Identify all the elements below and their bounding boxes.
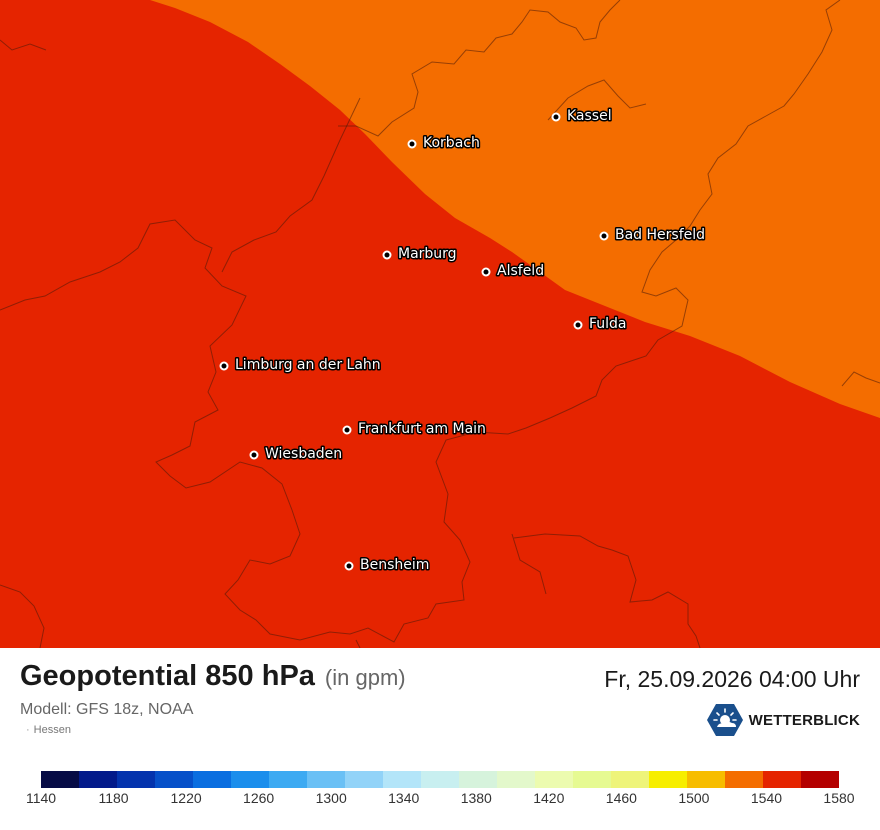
colorbar-segment — [41, 771, 79, 788]
colorbar-segment — [269, 771, 307, 788]
legend-tick-label: 1220 — [170, 790, 202, 806]
colorbar-segment — [573, 771, 611, 788]
city-dot — [407, 139, 417, 149]
city-limburg-an-der-lahn: Limburg an der Lahn — [219, 356, 382, 375]
colorbar-segment — [649, 771, 687, 788]
brand-logo[interactable]: WETTERBLICK — [706, 703, 860, 737]
legend-tick-label: 1540 — [750, 790, 783, 806]
colorbar-segment — [79, 771, 117, 788]
region-dot-icon: · — [26, 724, 30, 736]
city-label: Fulda — [589, 316, 627, 332]
colorbar-segment — [497, 771, 535, 788]
city-label: Kassel — [567, 108, 612, 124]
legend-colorbar — [41, 771, 839, 788]
city-dot — [344, 561, 354, 571]
cities-layer: Kassel Korbach Bad Hersfeld Marburg Alsfeld F… — [219, 107, 707, 575]
colorbar-segment — [763, 771, 801, 788]
map-title: Geopotential 850 hPa (in gpm) — [20, 660, 406, 693]
region-label: · Hessen — [26, 724, 71, 736]
city-dot — [573, 320, 583, 330]
city-dot — [481, 267, 491, 277]
colorbar-segment — [155, 771, 193, 788]
city-dot — [599, 231, 609, 241]
city-frankfurt-am-main: Frankfurt am Main — [342, 420, 487, 439]
legend-tick-label: 1260 — [243, 790, 275, 806]
legend-tick-label: 1420 — [533, 790, 565, 806]
title-text: Geopotential 850 hPa — [20, 660, 315, 692]
contour-area-1540 — [150, 0, 880, 418]
city-dot — [342, 425, 352, 435]
colorbar-segment — [459, 771, 497, 788]
city-label: Korbach — [423, 135, 480, 151]
legend-tick-label: 1500 — [678, 790, 710, 806]
colorbar-segment — [725, 771, 763, 788]
forecast-datetime: Fr, 25.09.2026 04:00 Uhr — [604, 666, 860, 692]
model-info: Modell: GFS 18z, NOAA — [20, 701, 194, 718]
city-bensheim: Bensheim — [344, 556, 431, 575]
legend-tick-label: 1140 — [25, 790, 57, 806]
city-alsfeld: Alsfeld — [481, 262, 546, 281]
map-canvas: Kassel Korbach Bad Hersfeld Marburg Alsfeld F… — [0, 0, 880, 648]
colorbar-segment — [535, 771, 573, 788]
colorbar-segment — [193, 771, 231, 788]
legend-tick-label: 1180 — [98, 790, 129, 806]
legend-tick-label: 1580 — [823, 790, 855, 806]
city-dot — [219, 361, 229, 371]
city-korbach: Korbach — [407, 134, 481, 153]
colorbar-segment — [611, 771, 649, 788]
city-label: Bensheim — [360, 557, 429, 573]
city-label: Marburg — [398, 246, 457, 262]
colorbar-segment — [687, 771, 725, 788]
sun-cloud-logo-icon — [706, 704, 743, 736]
unit-label: (in gpm) — [324, 665, 406, 690]
weather-map: Kassel Korbach Bad Hersfeld Marburg Alsfeld F… — [0, 0, 880, 648]
city-dot — [551, 112, 561, 122]
legend-tick-label: 1460 — [605, 790, 637, 806]
city-label: Wiesbaden — [265, 446, 342, 462]
city-kassel: Kassel — [551, 107, 613, 126]
city-dot — [382, 250, 392, 260]
region-name: Hessen — [33, 724, 71, 736]
state-borders — [0, 0, 880, 648]
city-wiesbaden: Wiesbaden — [249, 445, 344, 464]
city-marburg: Marburg — [382, 245, 458, 264]
city-label: Alsfeld — [497, 263, 544, 279]
legend-tick-label: 1300 — [315, 790, 347, 806]
city-fulda: Fulda — [573, 315, 628, 334]
colorbar-segment — [345, 771, 383, 788]
city-label: Bad Hersfeld — [615, 227, 705, 243]
colorbar-segment — [307, 771, 345, 788]
city-dot — [249, 450, 259, 460]
colorbar-segment — [421, 771, 459, 788]
city-bad-hersfeld: Bad Hersfeld — [599, 226, 707, 245]
brand-name: WETTERBLICK — [748, 711, 860, 729]
legend-ticks: 1140 1180 1220 1260 1300 1340 1380 1420 1460 1500… — [0, 790, 880, 810]
legend-tick-label: 1380 — [460, 790, 492, 806]
colorbar-segment — [801, 771, 839, 788]
colorbar-segment — [231, 771, 269, 788]
city-label: Limburg an der Lahn — [235, 357, 381, 373]
legend-tick-label: 1340 — [388, 790, 420, 806]
colorbar-segment — [117, 771, 155, 788]
city-label: Frankfurt am Main — [358, 421, 486, 437]
colorbar-segment — [383, 771, 421, 788]
